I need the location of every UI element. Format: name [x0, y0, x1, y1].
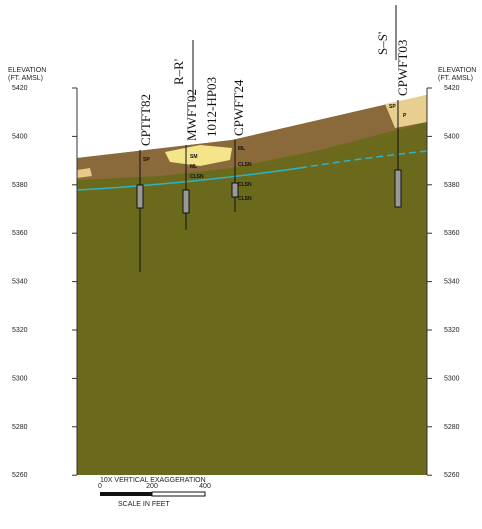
soil-label: CLSN [238, 182, 252, 188]
elevation-label: 5280 [444, 424, 460, 431]
elevation-label: 5300 [12, 375, 28, 382]
scale-bar [152, 492, 205, 496]
section-label: S–S' [375, 32, 390, 55]
boring-label: CPTFT82 [138, 94, 153, 146]
scale-tick: 200 [146, 483, 158, 490]
soil-label: SP [389, 104, 396, 110]
scale-tick: 400 [199, 483, 211, 490]
elevation-label: 5360 [12, 230, 28, 237]
screen [137, 185, 143, 208]
elevation-label: 5340 [444, 279, 460, 286]
soil-label: SP [143, 157, 150, 163]
elevation-label: 5380 [444, 182, 460, 189]
soil-label: CLSN [238, 162, 252, 168]
elevation-label: 5280 [12, 424, 28, 431]
axis-title: ELEVATION [8, 67, 46, 74]
elevation-label: 5380 [12, 182, 28, 189]
elevation-label: 5260 [444, 472, 460, 479]
elevation-label: 5320 [12, 327, 28, 334]
soil-label: SM [190, 154, 198, 160]
elevation-label: 5300 [444, 375, 460, 382]
elevation-label: 5400 [12, 133, 28, 140]
section-label: R–R' [171, 59, 186, 85]
soil-label: ML [190, 164, 197, 170]
axis-title: (FT. AMSL) [438, 75, 473, 82]
elevation-label: 5340 [12, 279, 28, 286]
soil-label: ML [238, 146, 245, 152]
elevation-label: 5400 [444, 133, 460, 140]
cross-section: R–R' S–S' 10X VERTICAL EXAGGERATION 0 20… [0, 0, 482, 529]
screen [183, 190, 189, 213]
elevation-label: 5360 [444, 230, 460, 237]
soil-label: CLSN [190, 174, 204, 180]
elevation-label: 5260 [12, 472, 28, 479]
scale-bar [100, 492, 152, 496]
soil-label: CLSN [238, 196, 252, 202]
scale-caption: SCALE IN FEET [118, 501, 170, 508]
axis-title: ELEVATION [438, 67, 476, 74]
boring-label: MWFT02 [184, 89, 199, 141]
axis-title: (FT. AMSL) [8, 75, 43, 82]
elevation-label: 5420 [444, 85, 460, 92]
boring-label: 1012-HP03 [204, 77, 219, 137]
elevation-label: 5320 [444, 327, 460, 334]
boring-label: CPWFT24 [231, 79, 246, 136]
screen [395, 170, 401, 207]
boring-label: CPWFT03 [395, 40, 410, 96]
elevation-label: 5420 [12, 85, 28, 92]
scale-tick: 0 [98, 483, 102, 490]
